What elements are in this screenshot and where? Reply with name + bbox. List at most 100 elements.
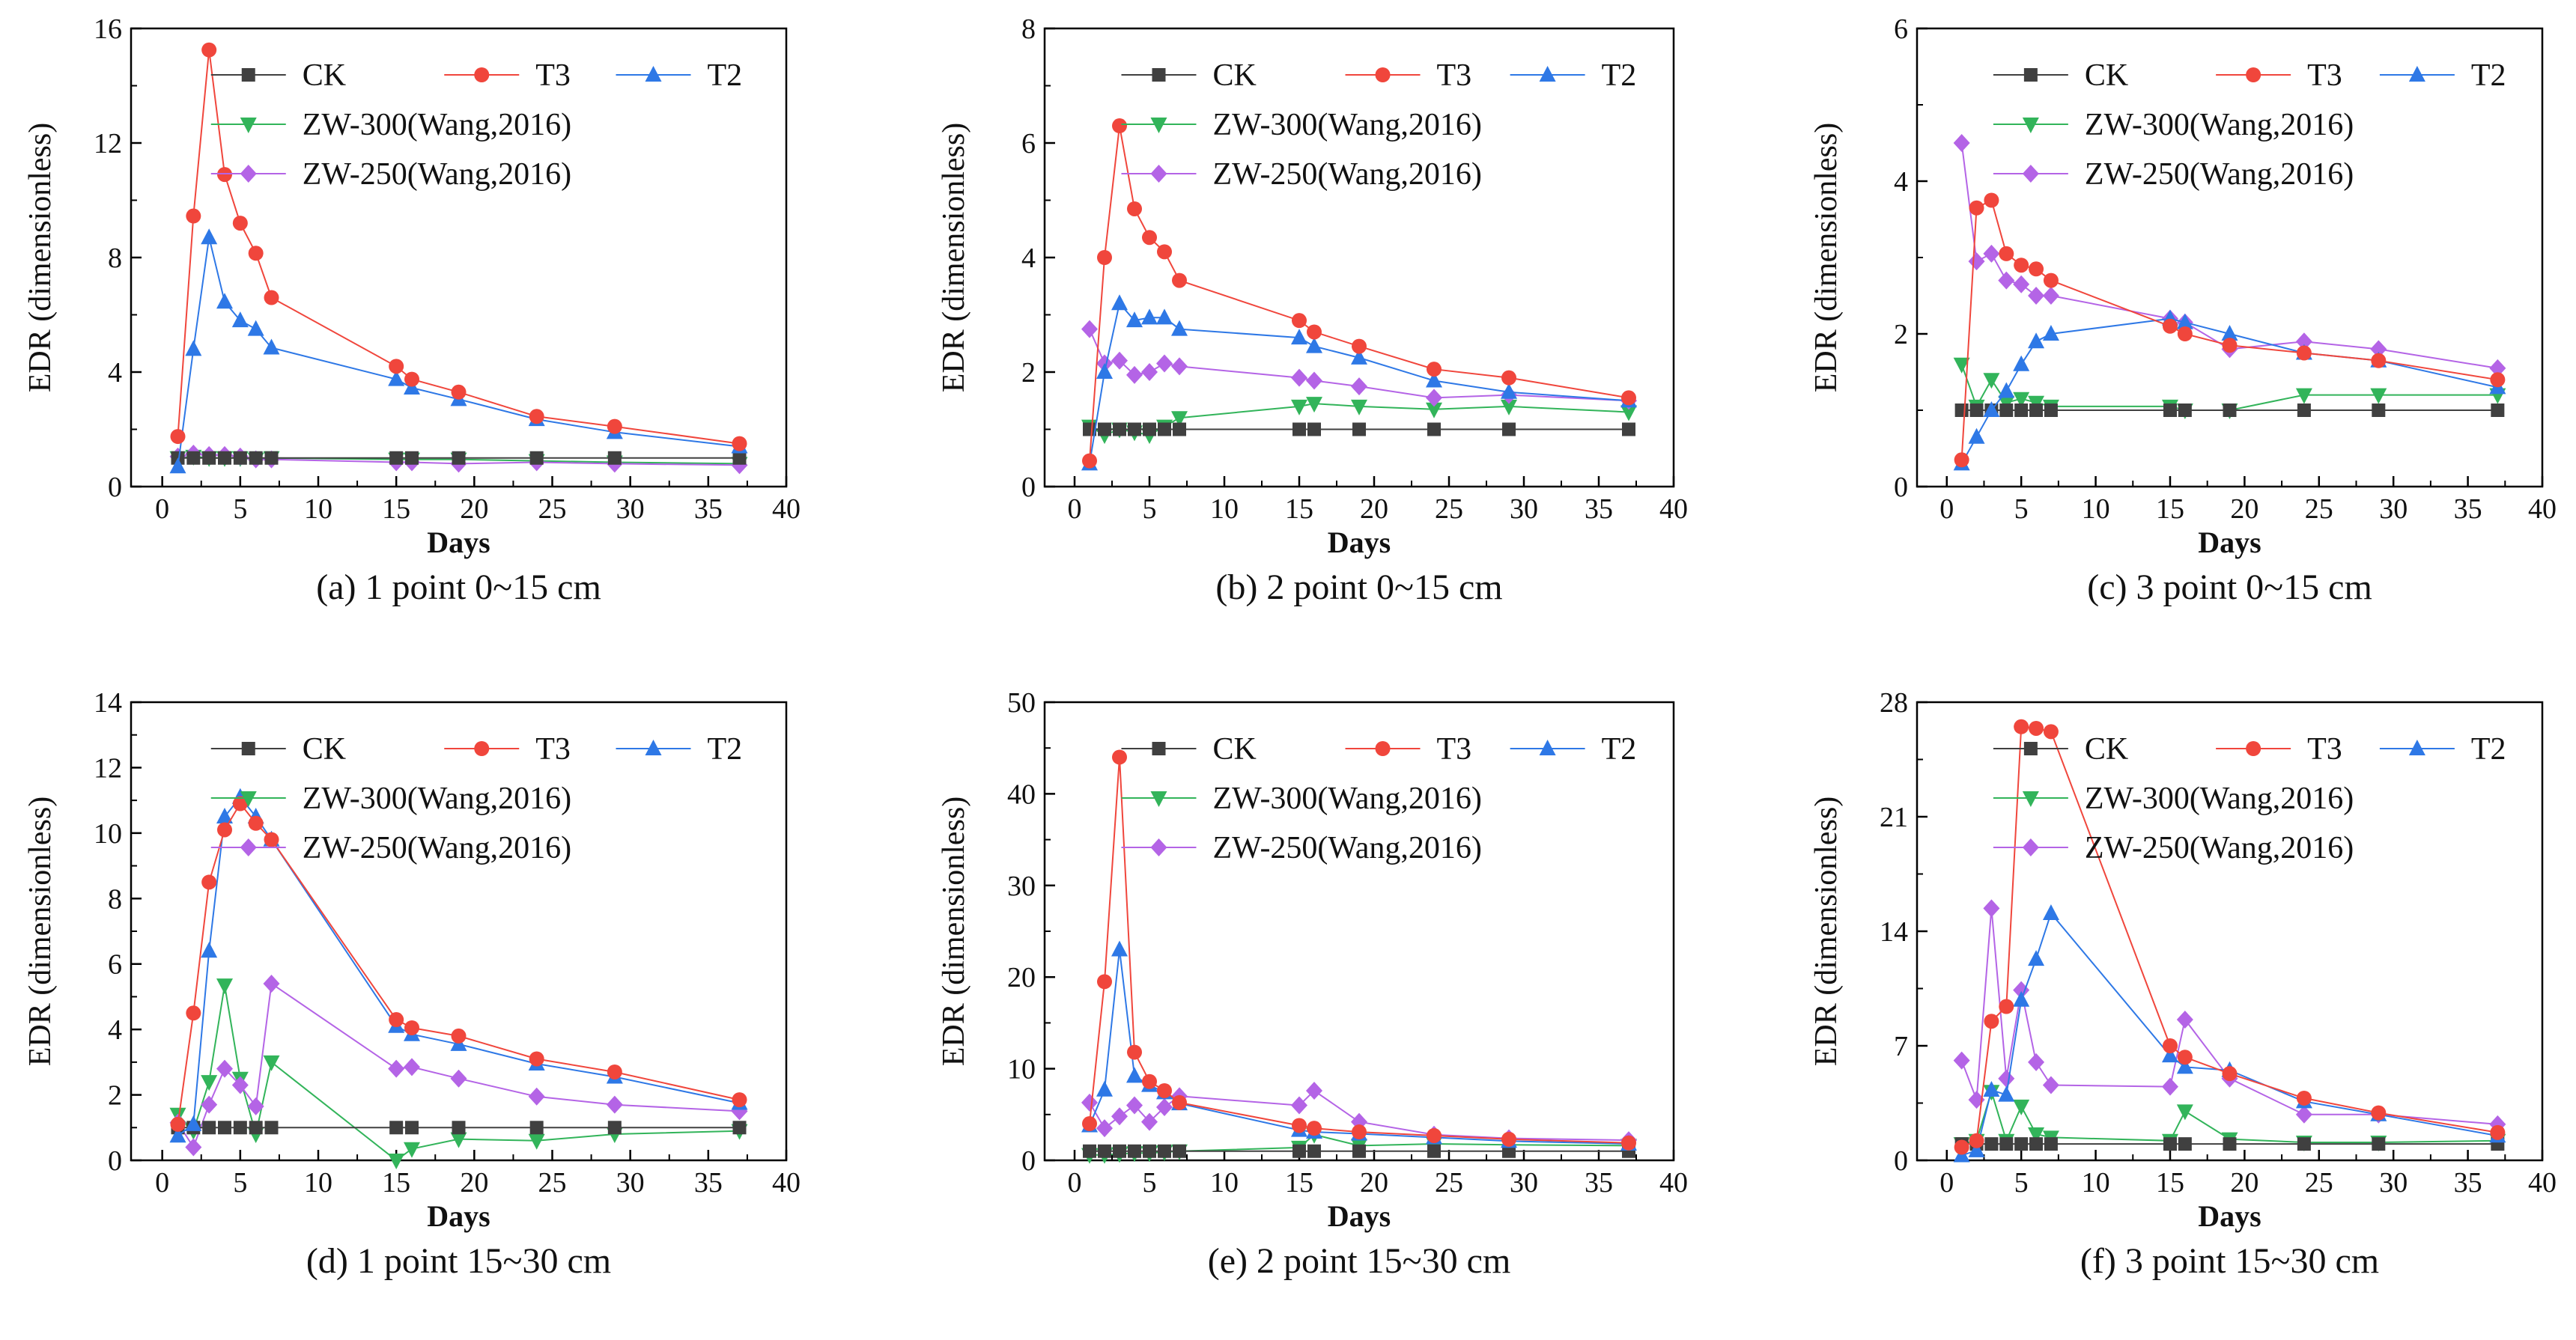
x-tick-label: 20 (460, 1167, 488, 1199)
data-point (2014, 258, 2029, 273)
data-point (404, 1058, 420, 1076)
panel-caption: (b) 2 point 0~15 cm (1215, 567, 1502, 607)
data-point (1969, 200, 1984, 216)
data-point (1998, 382, 2015, 398)
data-point (1113, 1144, 1126, 1158)
data-point (2162, 318, 2178, 334)
legend-label: T2 (708, 732, 743, 767)
data-point (2013, 990, 2030, 1007)
data-point (1292, 313, 1307, 329)
data-point (247, 1097, 264, 1115)
x-tick-label: 15 (382, 1167, 410, 1199)
data-point (2042, 1076, 2059, 1094)
data-point (201, 42, 217, 58)
legend-label: T2 (2471, 732, 2506, 767)
legend-label: CK (2085, 58, 2128, 93)
legend-marker (1375, 67, 1391, 82)
data-point (1126, 1096, 1143, 1115)
data-point (1984, 1137, 1999, 1151)
data-point (2013, 1099, 2030, 1115)
x-tick-label: 5 (233, 493, 247, 525)
data-point (2177, 326, 2193, 341)
data-point (1501, 370, 1516, 386)
x-tick-label: 35 (694, 493, 723, 525)
data-point (1621, 1135, 1636, 1151)
legend-label: ZW-300(Wang,2016) (1212, 782, 1481, 816)
series-zw-300 (1081, 397, 1637, 445)
series-ck (1083, 1144, 1635, 1158)
series-line (1960, 364, 2498, 411)
data-point (450, 1132, 467, 1148)
data-point (1096, 1080, 1113, 1097)
legend-label: ZW-250(Wang,2016) (1212, 831, 1481, 865)
data-point (2013, 981, 2030, 999)
data-point (2297, 1137, 2311, 1151)
legend-marker (240, 791, 257, 807)
data-point (1173, 1144, 1186, 1158)
y-tick-label: 0 (108, 472, 122, 503)
data-point (1983, 401, 2000, 417)
data-point (2014, 719, 2029, 734)
data-point (2178, 1137, 2192, 1151)
data-point (1307, 1144, 1321, 1158)
legend-label: ZW-300(Wang,2016) (2085, 108, 2354, 142)
legend-marker (2022, 791, 2039, 807)
data-point (1291, 1096, 1307, 1115)
legend-label: ZW-250(Wang,2016) (2085, 157, 2354, 192)
data-point (2042, 904, 2059, 920)
data-point (2295, 332, 2312, 351)
data-point (1352, 338, 1367, 354)
y-axis-title: EDR (dimensionless) (1809, 123, 1844, 392)
data-point (2222, 1066, 2238, 1082)
plot-frame (130, 27, 788, 488)
data-point (2371, 1105, 2387, 1121)
panel-caption: (a) 1 point 0~15 cm (316, 567, 601, 607)
data-point (248, 246, 264, 261)
data-point (2223, 1137, 2237, 1151)
x-tick-label: 0 (1939, 1167, 1954, 1199)
legend-label: CK (1212, 732, 1256, 767)
legend-marker (1152, 742, 1166, 755)
y-tick-label: 4 (108, 1014, 122, 1046)
data-point (1142, 1073, 1157, 1089)
data-point (218, 451, 231, 465)
data-point (185, 340, 202, 356)
y-tick-label: 14 (94, 687, 122, 719)
data-point (1143, 422, 1156, 436)
legend-marker (1539, 740, 1556, 755)
data-point (2176, 1011, 2193, 1029)
data-point (1502, 422, 1516, 436)
data-point (1999, 403, 2014, 417)
data-point (1291, 399, 1307, 415)
data-point (201, 1095, 218, 1114)
series-t2 (169, 228, 748, 474)
data-point (1111, 1107, 1128, 1126)
legend-label: ZW-250(Wang,2016) (1212, 157, 1481, 192)
data-point (528, 1133, 545, 1150)
data-point (607, 1121, 622, 1135)
data-point (529, 451, 544, 465)
data-point (1307, 1121, 1322, 1136)
legend-marker (1150, 838, 1167, 856)
x-tick-label: 0 (1068, 1167, 1082, 1199)
data-point (1113, 422, 1126, 436)
data-point (1126, 311, 1143, 328)
series-t2 (1953, 904, 2506, 1163)
legend-marker (2023, 68, 2038, 82)
data-point (1427, 422, 1441, 436)
data-point (1097, 974, 1112, 990)
y-tick-label: 2 (1894, 319, 1908, 350)
data-point (2370, 388, 2387, 404)
data-point (2028, 1127, 2045, 1144)
data-point (1171, 411, 1188, 427)
data-point (451, 1028, 467, 1044)
data-point (2221, 325, 2238, 341)
data-point (201, 1075, 218, 1091)
series-zw-250 (1953, 899, 2506, 1133)
data-point (2028, 332, 2045, 349)
data-point (1171, 320, 1188, 336)
data-point (1953, 1051, 1970, 1070)
data-point (1141, 1112, 1158, 1131)
legend-marker (474, 741, 490, 756)
data-point (170, 1116, 186, 1132)
